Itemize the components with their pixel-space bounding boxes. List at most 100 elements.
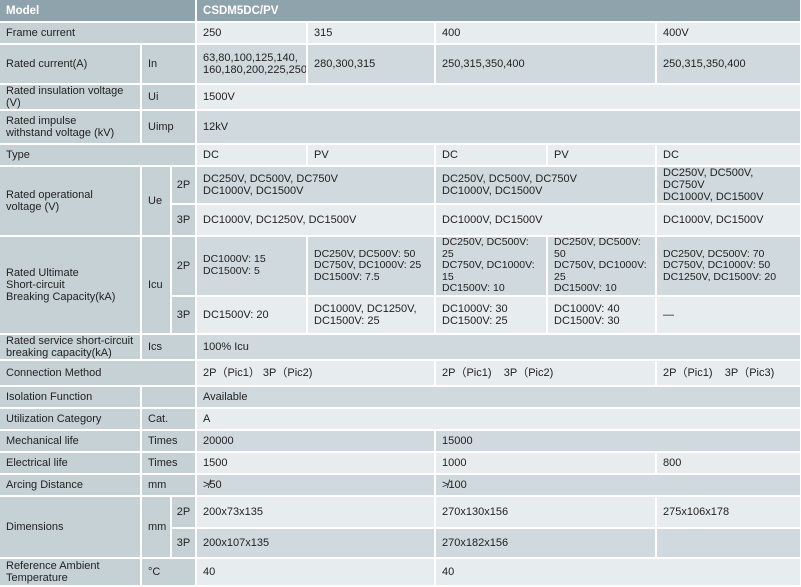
pole-3p: 3P: [171, 295, 198, 335]
operational-voltage-value: DC1000V, DC1500V: [656, 204, 801, 237]
ultimate-capacity-value: DC1000V: 15 DC1500V: 5: [196, 236, 309, 297]
utilization-category-symbol: Cat.: [141, 407, 198, 431]
service-capacity-value: 100% Icu: [196, 333, 801, 361]
pole-2p: 2P: [171, 236, 198, 297]
insulation-voltage-label: Rated insulation voltage (V): [0, 84, 142, 111]
arcing-distance-label: Arcing Distance: [0, 473, 142, 497]
operational-voltage-value: DC1000V, DC1500V: [435, 204, 658, 237]
mechanical-life-value: 15000: [435, 429, 801, 453]
connection-method-row: Connection Method 2P（Pic1） 3P（Pic2) 2P（P…: [0, 359, 801, 387]
type-value: DC: [196, 144, 309, 167]
impulse-voltage-value: 12kV: [196, 110, 801, 145]
ultimate-capacity-value: DC250V, DC500V: 25 DC750V, DC1000V: 15 D…: [435, 236, 549, 297]
ultimate-capacity-value: DC1000V, DC1250V, DC1500V: 25: [307, 295, 437, 335]
impulse-voltage-row: Rated impulse withstand voltage (kV) Uim…: [0, 110, 801, 145]
dimensions-value: 200x107x135: [196, 527, 437, 559]
operational-voltage-value: DC250V, DC500V, DC750V DC1000V, DC1500V: [196, 166, 437, 205]
rated-current-symbol: In: [141, 44, 198, 85]
ultimate-capacity-2p-row: Rated Ultimate Short-circuit Breaking Ca…: [0, 236, 801, 335]
type-value: DC: [435, 144, 549, 167]
ultimate-capacity-value: DC1000V: 30 DC1500V: 25: [435, 295, 549, 335]
mechanical-life-row: Mechanical life Times 20000 15000: [0, 429, 801, 453]
ultimate-capacity-symbol: Icu: [141, 236, 172, 335]
connection-method-value: 2P（Pic1) 3P（Pic2): [435, 359, 658, 387]
ambient-temperature-value: 40: [435, 557, 801, 587]
impulse-voltage-symbol: Uimp: [141, 110, 198, 145]
rated-current-value: 63,80,100,125,140, 160,180,200,225,250: [196, 44, 309, 85]
ambient-temperature-value: 40: [196, 557, 437, 587]
dimensions-value: 275x106x178: [656, 495, 801, 529]
dimensions-symbol: mm: [141, 495, 172, 559]
ultimate-capacity-3p-row: 3P DC1500V: 20 DC1000V, DC1250V, DC1500V…: [0, 295, 801, 335]
mechanical-life-label: Mechanical life: [0, 429, 142, 453]
service-capacity-label: Rated service short-circuit breaking cap…: [0, 333, 142, 361]
type-value: DC: [656, 144, 801, 167]
ambient-temperature-row: Reference Ambient Temperature °C 40 40: [0, 557, 801, 587]
insulation-voltage-symbol: Ui: [141, 84, 198, 111]
connection-method-value: 2P（Pic1) 3P（Pic3): [656, 359, 801, 387]
dimensions-value: 270x182x156: [435, 527, 658, 559]
rated-current-value: 250,315,350,400: [656, 44, 801, 85]
mechanical-life-value: 20000: [196, 429, 437, 453]
electrical-life-value: 1500: [196, 451, 437, 475]
type-label: Type: [0, 144, 198, 167]
ultimate-capacity-label: Rated Ultimate Short-circuit Breaking Ca…: [0, 236, 142, 335]
impulse-voltage-label: Rated impulse withstand voltage (kV): [0, 110, 142, 145]
mechanical-life-symbol: Times: [141, 429, 198, 453]
utilization-category-value: A: [196, 407, 801, 431]
rated-current-label: Rated current(A): [0, 44, 142, 85]
operational-voltage-symbol: Ue: [141, 166, 172, 237]
operational-voltage-2p-row: Rated operational voltage (V) Ue 2P DC25…: [0, 166, 801, 237]
connection-method-value: 2P（Pic1） 3P（Pic2): [196, 359, 437, 387]
operational-voltage-label: Rated operational voltage (V): [0, 166, 142, 237]
frame-current-value: 315: [307, 22, 437, 45]
operational-voltage-value: DC1000V, DC1250V, DC1500V: [196, 204, 437, 237]
ultimate-capacity-value: DC250V, DC500V: 70 DC750V, DC1000V: 50 D…: [656, 236, 801, 297]
model-value: CSDM5DC/PV: [196, 0, 801, 23]
frame-current-value: 400V: [656, 22, 801, 45]
dimensions-value: 200x73x135: [196, 495, 437, 529]
pole-3p: 3P: [171, 204, 198, 237]
type-row: Type DC PV DC PV DC: [0, 144, 801, 167]
electrical-life-value: 800: [656, 451, 801, 475]
arcing-distance-value: ≯50: [196, 473, 437, 497]
ultimate-capacity-value: —: [656, 295, 801, 335]
model-row: Model CSDM5DC/PV: [0, 0, 801, 23]
frame-current-label: Frame current: [0, 22, 198, 45]
electrical-life-symbol: Times: [141, 451, 198, 475]
operational-voltage-value: DC250V, DC500V, DC750V DC1000V, DC1500V: [435, 166, 658, 205]
frame-current-value: 400: [435, 22, 658, 45]
pole-2p: 2P: [171, 495, 198, 529]
isolation-function-symbol: [141, 385, 198, 409]
insulation-voltage-row: Rated insulation voltage (V) Ui 1500V: [0, 84, 801, 111]
pole-2p: 2P: [171, 166, 198, 205]
utilization-category-row: Utilization Category Cat. A: [0, 407, 801, 431]
isolation-function-label: Isolation Function: [0, 385, 142, 409]
dimensions-value: 270x130x156: [435, 495, 658, 529]
operational-voltage-3p-row: 3P DC1000V, DC1250V, DC1500V DC1000V, DC…: [0, 204, 801, 237]
isolation-function-value: Available: [196, 385, 801, 409]
insulation-voltage-value: 1500V: [196, 84, 801, 111]
ambient-temperature-label: Reference Ambient Temperature: [0, 557, 142, 587]
ultimate-capacity-value: DC1500V: 20: [196, 295, 309, 335]
dimensions-empty-cell: [656, 527, 801, 559]
dimensions-2p-row: Dimensions mm 2P 200x73x135 270x130x156 …: [0, 495, 801, 559]
rated-current-row: Rated current(A) In 63,80,100,125,140, 1…: [0, 44, 801, 85]
type-value: PV: [307, 144, 437, 167]
dimensions-3p-row: 3P 200x107x135 270x182x156: [0, 527, 801, 559]
pole-3p: 3P: [171, 527, 198, 559]
operational-voltage-value: DC250V, DC500V, DC750V DC1000V, DC1500V: [656, 166, 801, 205]
connection-method-label: Connection Method: [0, 359, 198, 387]
frame-current-row: Frame current 250 315 400 400V: [0, 22, 801, 45]
ultimate-capacity-value: DC1000V: 40 DC1500V: 30: [547, 295, 658, 335]
electrical-life-label: Electrical life: [0, 451, 142, 475]
ultimate-capacity-value: DC250V, DC500V: 50 DC750V, DC1000V: 25 D…: [547, 236, 658, 297]
frame-current-value: 250: [196, 22, 309, 45]
model-label: Model: [0, 0, 198, 23]
dimensions-label: Dimensions: [0, 495, 142, 559]
utilization-category-label: Utilization Category: [0, 407, 142, 431]
arcing-distance-symbol: mm: [141, 473, 198, 497]
service-capacity-symbol: Ics: [141, 333, 198, 361]
electrical-life-value: 1000: [435, 451, 658, 475]
